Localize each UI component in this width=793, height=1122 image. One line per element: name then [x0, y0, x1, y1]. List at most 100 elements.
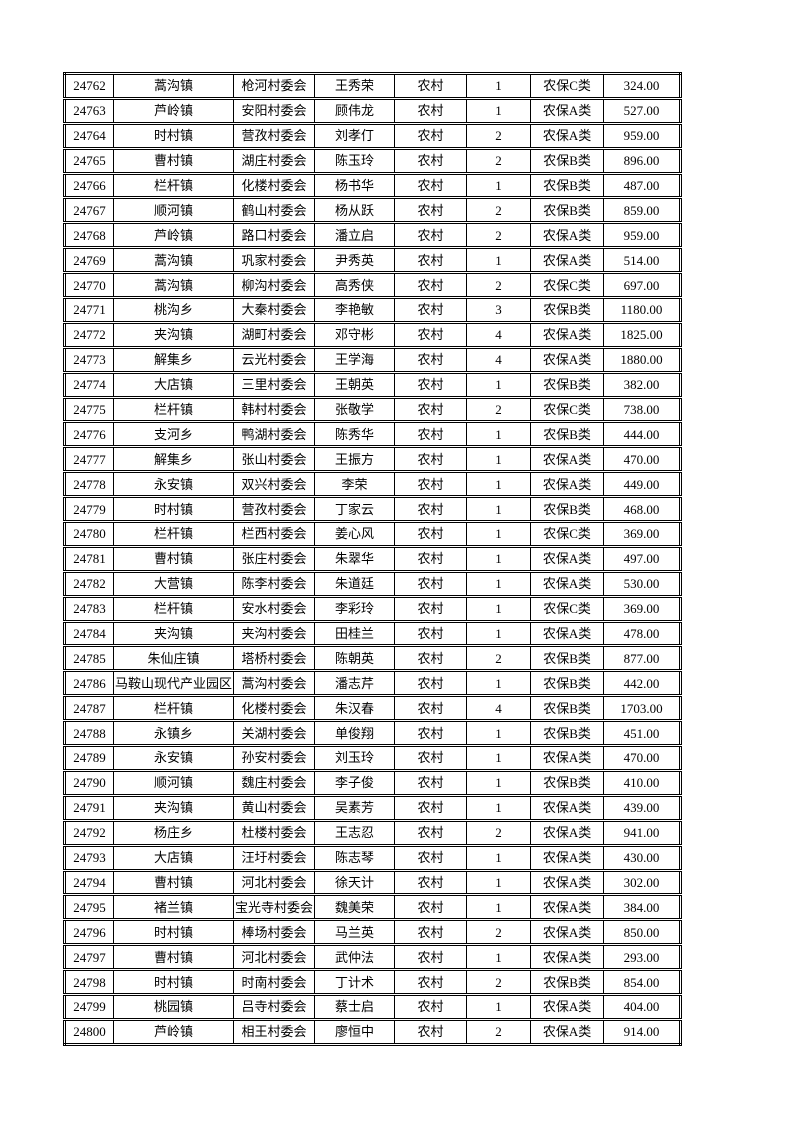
cell-town: 解集乡 [112, 345, 234, 373]
cell-village-committee: 张庄村委会 [233, 544, 315, 572]
cell-serial-number: 24785 [64, 644, 114, 671]
cell-amount: 324.00 [603, 73, 681, 99]
cell-amount: 697.00 [603, 271, 681, 298]
cell-village-committee: 柳沟村委会 [233, 271, 315, 298]
cell-amount: 1825.00 [603, 320, 681, 348]
cell-town: 顺河镇 [112, 196, 234, 223]
cell-person-name: 陈玉玲 [314, 146, 395, 174]
cell-insurance-class: 农保A类 [530, 345, 604, 373]
cell-insurance-class: 农保A类 [530, 569, 604, 597]
cell-amount: 914.00 [603, 1017, 681, 1045]
cell-insurance-class: 农保C类 [530, 73, 604, 99]
cell-serial-number: 24766 [64, 171, 114, 198]
cell-person-count: 1 [466, 544, 531, 572]
cell-person-name: 李荣 [314, 470, 395, 497]
cell-person-name: 朱汉春 [314, 694, 395, 721]
cell-person-name: 刘玉玲 [314, 744, 395, 771]
cell-person-name: 徐天计 [314, 868, 395, 895]
cell-serial-number: 24791 [64, 793, 114, 821]
cell-village-committee: 鹤山村委会 [233, 196, 315, 223]
cell-town: 永安镇 [112, 470, 234, 497]
cell-amount: 442.00 [603, 669, 681, 696]
cell-person-name: 田桂兰 [314, 619, 395, 646]
cell-village-committee: 安水村委会 [233, 594, 315, 622]
cell-village-committee: 栏西村委会 [233, 520, 315, 547]
cell-person-name: 王朝英 [314, 370, 395, 398]
table-row: 24798 时村镇 时南村委会 丁计术 农村 2 农保B类 854.00 [64, 968, 681, 995]
cell-serial-number: 24769 [64, 246, 114, 273]
table-row: 24773 解集乡 云光村委会 王学海 农村 4 农保A类 1880.00 [64, 345, 681, 373]
cell-person-name: 李彩玲 [314, 594, 395, 622]
cell-person-count: 1 [466, 73, 531, 99]
cell-serial-number: 24768 [64, 221, 114, 248]
cell-village-committee: 蒿沟村委会 [233, 669, 315, 696]
table-row: 24800 芦岭镇 相王村委会 廖恒中 农村 2 农保A类 914.00 [64, 1017, 681, 1045]
cell-residence-type: 农村 [394, 893, 467, 920]
cell-person-count: 2 [466, 818, 531, 846]
cell-person-name: 马兰英 [314, 918, 395, 945]
cell-village-committee: 张山村委会 [233, 445, 315, 472]
cell-amount: 478.00 [603, 619, 681, 646]
table-row: 24764 时村镇 营孜村委会 刘孝仃 农村 2 农保A类 959.00 [64, 121, 681, 149]
cell-insurance-class: 农保A类 [530, 868, 604, 895]
cell-village-committee: 汪圩村委会 [233, 843, 315, 870]
cell-insurance-class: 农保C类 [530, 594, 604, 622]
cell-person-count: 1 [466, 719, 531, 746]
cell-amount: 896.00 [603, 146, 681, 174]
cell-serial-number: 24799 [64, 992, 114, 1020]
cell-residence-type: 农村 [394, 345, 467, 373]
table-row: 24771 桃沟乡 大秦村委会 李艳敏 农村 3 农保B类 1180.00 [64, 296, 681, 323]
cell-insurance-class: 农保B类 [530, 694, 604, 721]
cell-village-committee: 化楼村委会 [233, 694, 315, 721]
cell-residence-type: 农村 [394, 221, 467, 248]
cell-residence-type: 农村 [394, 146, 467, 174]
cell-person-count: 4 [466, 320, 531, 348]
cell-town: 支河乡 [112, 420, 234, 447]
table-row: 24792 杨庄乡 杜楼村委会 王志忍 农村 2 农保A类 941.00 [64, 818, 681, 846]
cell-town: 永安镇 [112, 744, 234, 771]
cell-town: 曹村镇 [112, 943, 234, 970]
cell-serial-number: 24798 [64, 968, 114, 995]
cell-person-name: 王振方 [314, 445, 395, 472]
cell-town: 大店镇 [112, 843, 234, 870]
cell-serial-number: 24790 [64, 768, 114, 796]
cell-village-committee: 大秦村委会 [233, 296, 315, 323]
cell-town: 褚兰镇 [112, 893, 234, 920]
cell-village-committee: 化楼村委会 [233, 171, 315, 198]
cell-town: 时村镇 [112, 968, 234, 995]
cell-serial-number: 24776 [64, 420, 114, 447]
cell-residence-type: 农村 [394, 73, 467, 99]
cell-person-count: 1 [466, 569, 531, 597]
cell-person-count: 1 [466, 619, 531, 646]
cell-insurance-class: 农保C类 [530, 271, 604, 298]
cell-amount: 470.00 [603, 744, 681, 771]
cell-village-committee: 云光村委会 [233, 345, 315, 373]
cell-village-committee: 韩村村委会 [233, 395, 315, 422]
cell-amount: 451.00 [603, 719, 681, 746]
cell-village-committee: 安阳村委会 [233, 96, 315, 124]
table-row: 24779 时村镇 营孜村委会 丁家云 农村 1 农保B类 468.00 [64, 495, 681, 522]
cell-town: 大营镇 [112, 569, 234, 597]
cell-town: 马鞍山现代产业园区 [112, 669, 234, 696]
cell-residence-type: 农村 [394, 968, 467, 995]
cell-residence-type: 农村 [394, 793, 467, 821]
cell-person-name: 尹秀英 [314, 246, 395, 273]
cell-person-name: 王秀荣 [314, 73, 395, 99]
cell-residence-type: 农村 [394, 619, 467, 646]
cell-insurance-class: 农保B类 [530, 296, 604, 323]
cell-town: 蒿沟镇 [112, 73, 234, 99]
table-row: 24785 朱仙庄镇 塔桥村委会 陈朝英 农村 2 农保B类 877.00 [64, 644, 681, 671]
cell-town: 曹村镇 [112, 544, 234, 572]
table-row: 24768 芦岭镇 路口村委会 潘立启 农村 2 农保A类 959.00 [64, 221, 681, 248]
cell-village-committee: 宝光寺村委会 [233, 893, 315, 920]
cell-insurance-class: 农保A类 [530, 918, 604, 945]
cell-serial-number: 24778 [64, 470, 114, 497]
cell-residence-type: 农村 [394, 495, 467, 522]
cell-village-committee: 枪河村委会 [233, 73, 315, 99]
table-row: 24770 蒿沟镇 柳沟村委会 高秀侠 农村 2 农保C类 697.00 [64, 271, 681, 298]
cell-town: 曹村镇 [112, 868, 234, 895]
cell-amount: 859.00 [603, 196, 681, 223]
table-row: 24769 蒿沟镇 巩家村委会 尹秀英 农村 1 农保A类 514.00 [64, 246, 681, 273]
cell-person-count: 2 [466, 395, 531, 422]
cell-residence-type: 农村 [394, 918, 467, 945]
